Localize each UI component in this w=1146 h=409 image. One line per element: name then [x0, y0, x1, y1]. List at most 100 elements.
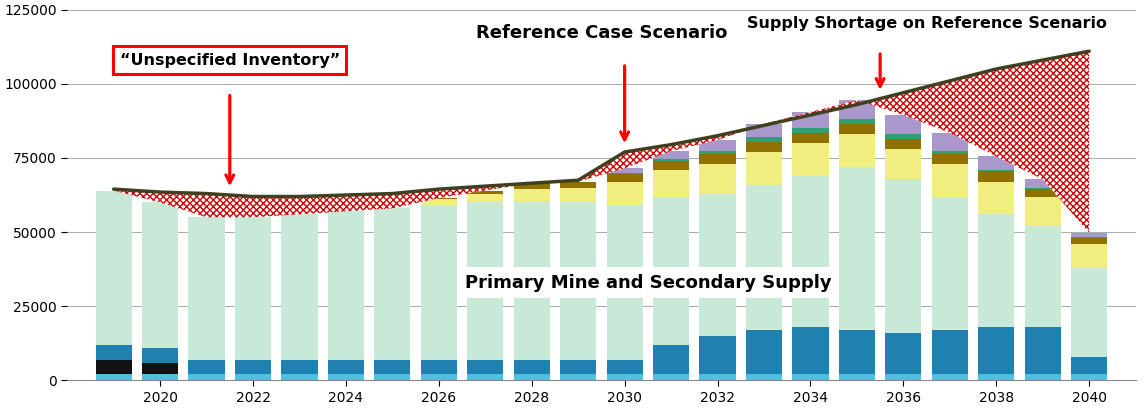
Bar [885, 139, 921, 149]
Bar [932, 151, 968, 153]
Bar [746, 375, 782, 380]
Bar [839, 134, 876, 167]
Bar [979, 327, 1014, 375]
Bar [188, 375, 225, 380]
Bar [885, 333, 921, 375]
Bar [839, 167, 876, 330]
Bar [1025, 189, 1061, 197]
Bar [699, 375, 736, 380]
Bar [560, 188, 596, 202]
Bar [653, 197, 689, 345]
Bar [513, 375, 550, 380]
Bar [839, 330, 876, 375]
Bar [606, 375, 643, 380]
Bar [932, 375, 968, 380]
Bar [1025, 327, 1061, 375]
Bar [979, 157, 1014, 170]
Bar [421, 200, 457, 205]
Bar [513, 183, 550, 189]
Bar [142, 363, 179, 375]
Bar [746, 330, 782, 375]
Bar [932, 164, 968, 197]
Bar [606, 205, 643, 360]
Bar [699, 140, 736, 151]
Bar [653, 159, 689, 161]
Bar [95, 345, 132, 360]
Bar [1072, 375, 1107, 380]
Bar [746, 124, 782, 137]
Bar [839, 375, 876, 380]
Bar [653, 345, 689, 375]
Bar [699, 153, 736, 164]
Bar [421, 360, 457, 375]
Bar [421, 198, 457, 200]
Bar [979, 171, 1014, 182]
Bar [95, 191, 132, 345]
Bar [1072, 268, 1107, 357]
Text: Supply Shortage on Reference Scenario: Supply Shortage on Reference Scenario [746, 16, 1107, 31]
Bar [746, 152, 782, 184]
Bar [885, 375, 921, 380]
Bar [328, 375, 364, 380]
Bar [653, 161, 689, 170]
Text: Reference Case Scenario: Reference Case Scenario [476, 25, 727, 43]
Bar [885, 115, 921, 134]
Bar [606, 173, 643, 174]
Bar [606, 169, 643, 173]
Bar [792, 375, 829, 380]
Bar [792, 112, 829, 128]
Bar [979, 375, 1014, 380]
Bar [468, 202, 503, 360]
Bar [653, 151, 689, 159]
Bar [606, 174, 643, 182]
Bar [932, 133, 968, 151]
Bar [1072, 357, 1107, 375]
Bar [282, 214, 317, 360]
Bar [839, 124, 876, 134]
Bar [421, 375, 457, 380]
Bar [142, 375, 179, 380]
Bar [746, 142, 782, 152]
Bar [606, 182, 643, 205]
Bar [932, 153, 968, 164]
Bar [792, 133, 829, 143]
Bar [513, 360, 550, 375]
Bar [1025, 179, 1061, 188]
Bar [885, 149, 921, 179]
Bar [792, 128, 829, 133]
Bar [932, 197, 968, 330]
Bar [375, 360, 410, 375]
Bar [699, 336, 736, 375]
Bar [979, 182, 1014, 214]
Bar [839, 100, 876, 119]
Bar [699, 164, 736, 193]
Bar [1025, 226, 1061, 327]
Bar [468, 360, 503, 375]
Bar [746, 137, 782, 142]
Bar [282, 375, 317, 380]
Bar [468, 375, 503, 380]
Bar [95, 360, 132, 375]
Bar [560, 182, 596, 188]
Bar [792, 143, 829, 176]
Bar [560, 375, 596, 380]
Bar [746, 184, 782, 330]
Bar [979, 214, 1014, 327]
Bar [95, 375, 132, 380]
Bar [979, 170, 1014, 171]
Bar [142, 202, 179, 348]
Bar [560, 202, 596, 360]
Bar [188, 360, 225, 375]
Bar [653, 375, 689, 380]
Bar [792, 176, 829, 327]
Bar [699, 151, 736, 153]
Bar [885, 179, 921, 333]
Bar [468, 193, 503, 202]
Bar [513, 189, 550, 202]
Bar [1025, 188, 1061, 189]
Text: “Unspecified Inventory”: “Unspecified Inventory” [119, 53, 340, 67]
Bar [606, 360, 643, 375]
Bar [375, 209, 410, 360]
Bar [653, 170, 689, 197]
Bar [235, 375, 272, 380]
